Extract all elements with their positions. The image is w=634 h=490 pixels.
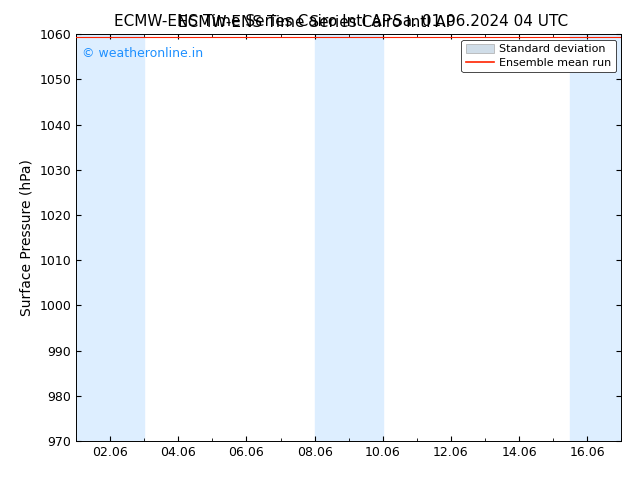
Legend: Standard deviation, Ensemble mean run: Standard deviation, Ensemble mean run [462,40,616,73]
Bar [570,34,621,441]
Text: ECMW-ENS Time Series Cairo Intl AP: ECMW-ENS Time Series Cairo Intl AP [179,15,455,30]
Y-axis label: Surface Pressure (hPa): Surface Pressure (hPa) [20,159,34,316]
Bar [76,34,144,441]
Bar [314,34,383,441]
Text: Sa. 01.06.2024 04 UTC: Sa. 01.06.2024 04 UTC [393,14,568,29]
Text: ECMW-ENS Time Series Cairo Intl AP: ECMW-ENS Time Series Cairo Intl AP [114,14,391,29]
Text: © weatheronline.in: © weatheronline.in [82,47,203,59]
